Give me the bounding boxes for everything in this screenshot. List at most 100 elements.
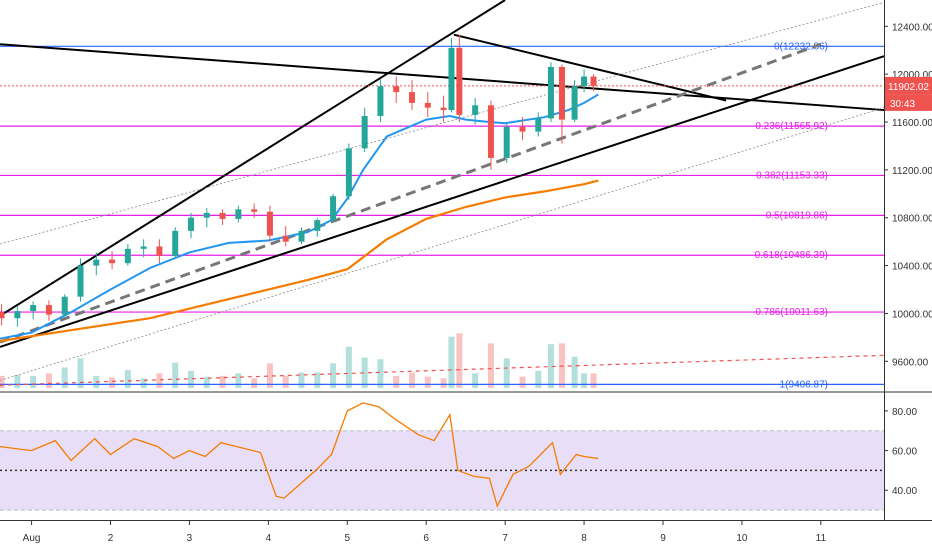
price-tick-label: 10800.00 bbox=[892, 214, 932, 225]
candle-body bbox=[377, 86, 384, 117]
time-tick-label: 4 bbox=[266, 533, 272, 544]
price-tick-label: 10000.00 bbox=[892, 309, 932, 320]
rsi-tick-label: 40.00 bbox=[892, 486, 917, 497]
candle-body bbox=[409, 92, 416, 103]
candle-body bbox=[188, 217, 195, 231]
candle-body bbox=[440, 107, 447, 111]
trend-lines[interactable] bbox=[0, 0, 885, 386]
price-axis[interactable]: 12400.00 12000.00 11600.00 11200.00 10800.00… bbox=[884, 22, 932, 368]
candle-body bbox=[330, 196, 337, 221]
time-tick-label: 9 bbox=[660, 533, 666, 544]
volume-bar bbox=[547, 344, 554, 388]
volume-bar bbox=[377, 359, 384, 388]
dotted-channel-upper bbox=[0, 2, 885, 245]
dashed-trend-line bbox=[0, 42, 822, 344]
fib-level-label: 0(12232.86) bbox=[774, 41, 828, 52]
fib-level-label: 0.786(10011.63) bbox=[755, 307, 828, 318]
volume-bar bbox=[519, 376, 526, 388]
volume-bar bbox=[45, 373, 52, 388]
fib-retracement[interactable]: 0(12232.86) 0.236(11565.92) 0.382(11153.33… bbox=[0, 41, 884, 390]
candle-body bbox=[519, 126, 526, 132]
candle-body bbox=[535, 118, 542, 132]
candle-body bbox=[487, 105, 494, 158]
moving-averages bbox=[0, 93, 599, 343]
time-tick-label: 5 bbox=[345, 533, 351, 544]
candle-body bbox=[282, 235, 289, 242]
time-tick-label: 7 bbox=[502, 533, 508, 544]
candles bbox=[0, 34, 597, 327]
candle-body bbox=[581, 76, 588, 87]
volume-bar bbox=[109, 377, 116, 388]
channel-top-line bbox=[0, 0, 506, 317]
candle-body bbox=[251, 209, 258, 212]
volume-bar bbox=[535, 370, 542, 388]
sma-line bbox=[0, 179, 599, 343]
candle-body bbox=[393, 86, 400, 93]
candle-body bbox=[424, 102, 431, 108]
fib-level-label: 0.5(10819.86) bbox=[766, 210, 828, 221]
candle-body bbox=[124, 248, 131, 264]
countdown-tag bbox=[885, 94, 932, 111]
candle-body bbox=[61, 296, 68, 315]
candle-body bbox=[156, 246, 163, 257]
candle-body bbox=[93, 259, 100, 266]
volume-bar bbox=[472, 373, 479, 388]
candle-body bbox=[558, 66, 565, 120]
candle-body bbox=[448, 47, 455, 111]
price-tick-label: 12000.00 bbox=[892, 70, 932, 81]
fib-level-label: 0.236(11565.92) bbox=[755, 121, 828, 132]
volume-bar bbox=[124, 370, 131, 388]
volume-bar bbox=[448, 336, 455, 388]
rsi-tick-label: 80.00 bbox=[892, 407, 917, 418]
volume-bar bbox=[282, 375, 289, 388]
price-tick-label: 9600.00 bbox=[892, 357, 929, 368]
candle-body bbox=[77, 265, 84, 297]
last-price-label: 11902.02 bbox=[888, 82, 929, 93]
candle-body bbox=[172, 230, 179, 257]
volume-bar bbox=[581, 373, 588, 388]
fib-level-label: 1(9406.87) bbox=[780, 379, 828, 390]
volume-bar bbox=[361, 357, 368, 388]
candle-body bbox=[456, 47, 463, 115]
candle-body bbox=[547, 66, 554, 119]
candle-body bbox=[266, 211, 273, 236]
volume-bar bbox=[156, 373, 163, 388]
volume-bar bbox=[487, 343, 494, 388]
volume-bar bbox=[140, 378, 147, 388]
volume-bar bbox=[330, 363, 337, 388]
rsi-pane[interactable]: 80.00 60.00 40.00 bbox=[0, 402, 917, 511]
time-axis[interactable]: Aug 2 3 4 5 6 7 8 9 10 11 bbox=[23, 520, 827, 544]
candle-body bbox=[140, 246, 147, 249]
candle-body bbox=[345, 148, 352, 197]
candle-body bbox=[314, 220, 321, 231]
time-tick-label: 6 bbox=[423, 533, 429, 544]
candle-body bbox=[590, 76, 597, 86]
volume-bars bbox=[0, 333, 597, 388]
time-tick-label: 8 bbox=[581, 533, 587, 544]
fib-level-label: 0.382(11153.33) bbox=[756, 170, 828, 181]
fib-level-label: 0.618(10486.39) bbox=[755, 250, 828, 261]
volume-bar bbox=[266, 363, 273, 388]
volume-bar bbox=[30, 375, 37, 388]
candle-body bbox=[503, 126, 510, 158]
volume-bar bbox=[424, 376, 431, 388]
countdown-label: 30:43 bbox=[890, 99, 915, 110]
volume-bar bbox=[188, 370, 195, 388]
volume-bar bbox=[440, 378, 447, 388]
rsi-tick-label: 60.00 bbox=[892, 447, 917, 458]
candle-body bbox=[30, 305, 37, 312]
candle-body bbox=[45, 305, 52, 315]
candle-body bbox=[571, 86, 578, 120]
candle-body bbox=[14, 311, 21, 319]
candle-body bbox=[0, 312, 5, 319]
volume-bar bbox=[251, 378, 258, 388]
volume-bar bbox=[590, 373, 597, 388]
candle-body bbox=[361, 116, 368, 149]
grid-lines bbox=[0, 0, 932, 521]
volume-bar bbox=[219, 375, 226, 388]
time-tick-label: 2 bbox=[108, 533, 114, 544]
dashed-red-line bbox=[0, 354, 885, 386]
time-tick-label: Aug bbox=[23, 533, 41, 544]
